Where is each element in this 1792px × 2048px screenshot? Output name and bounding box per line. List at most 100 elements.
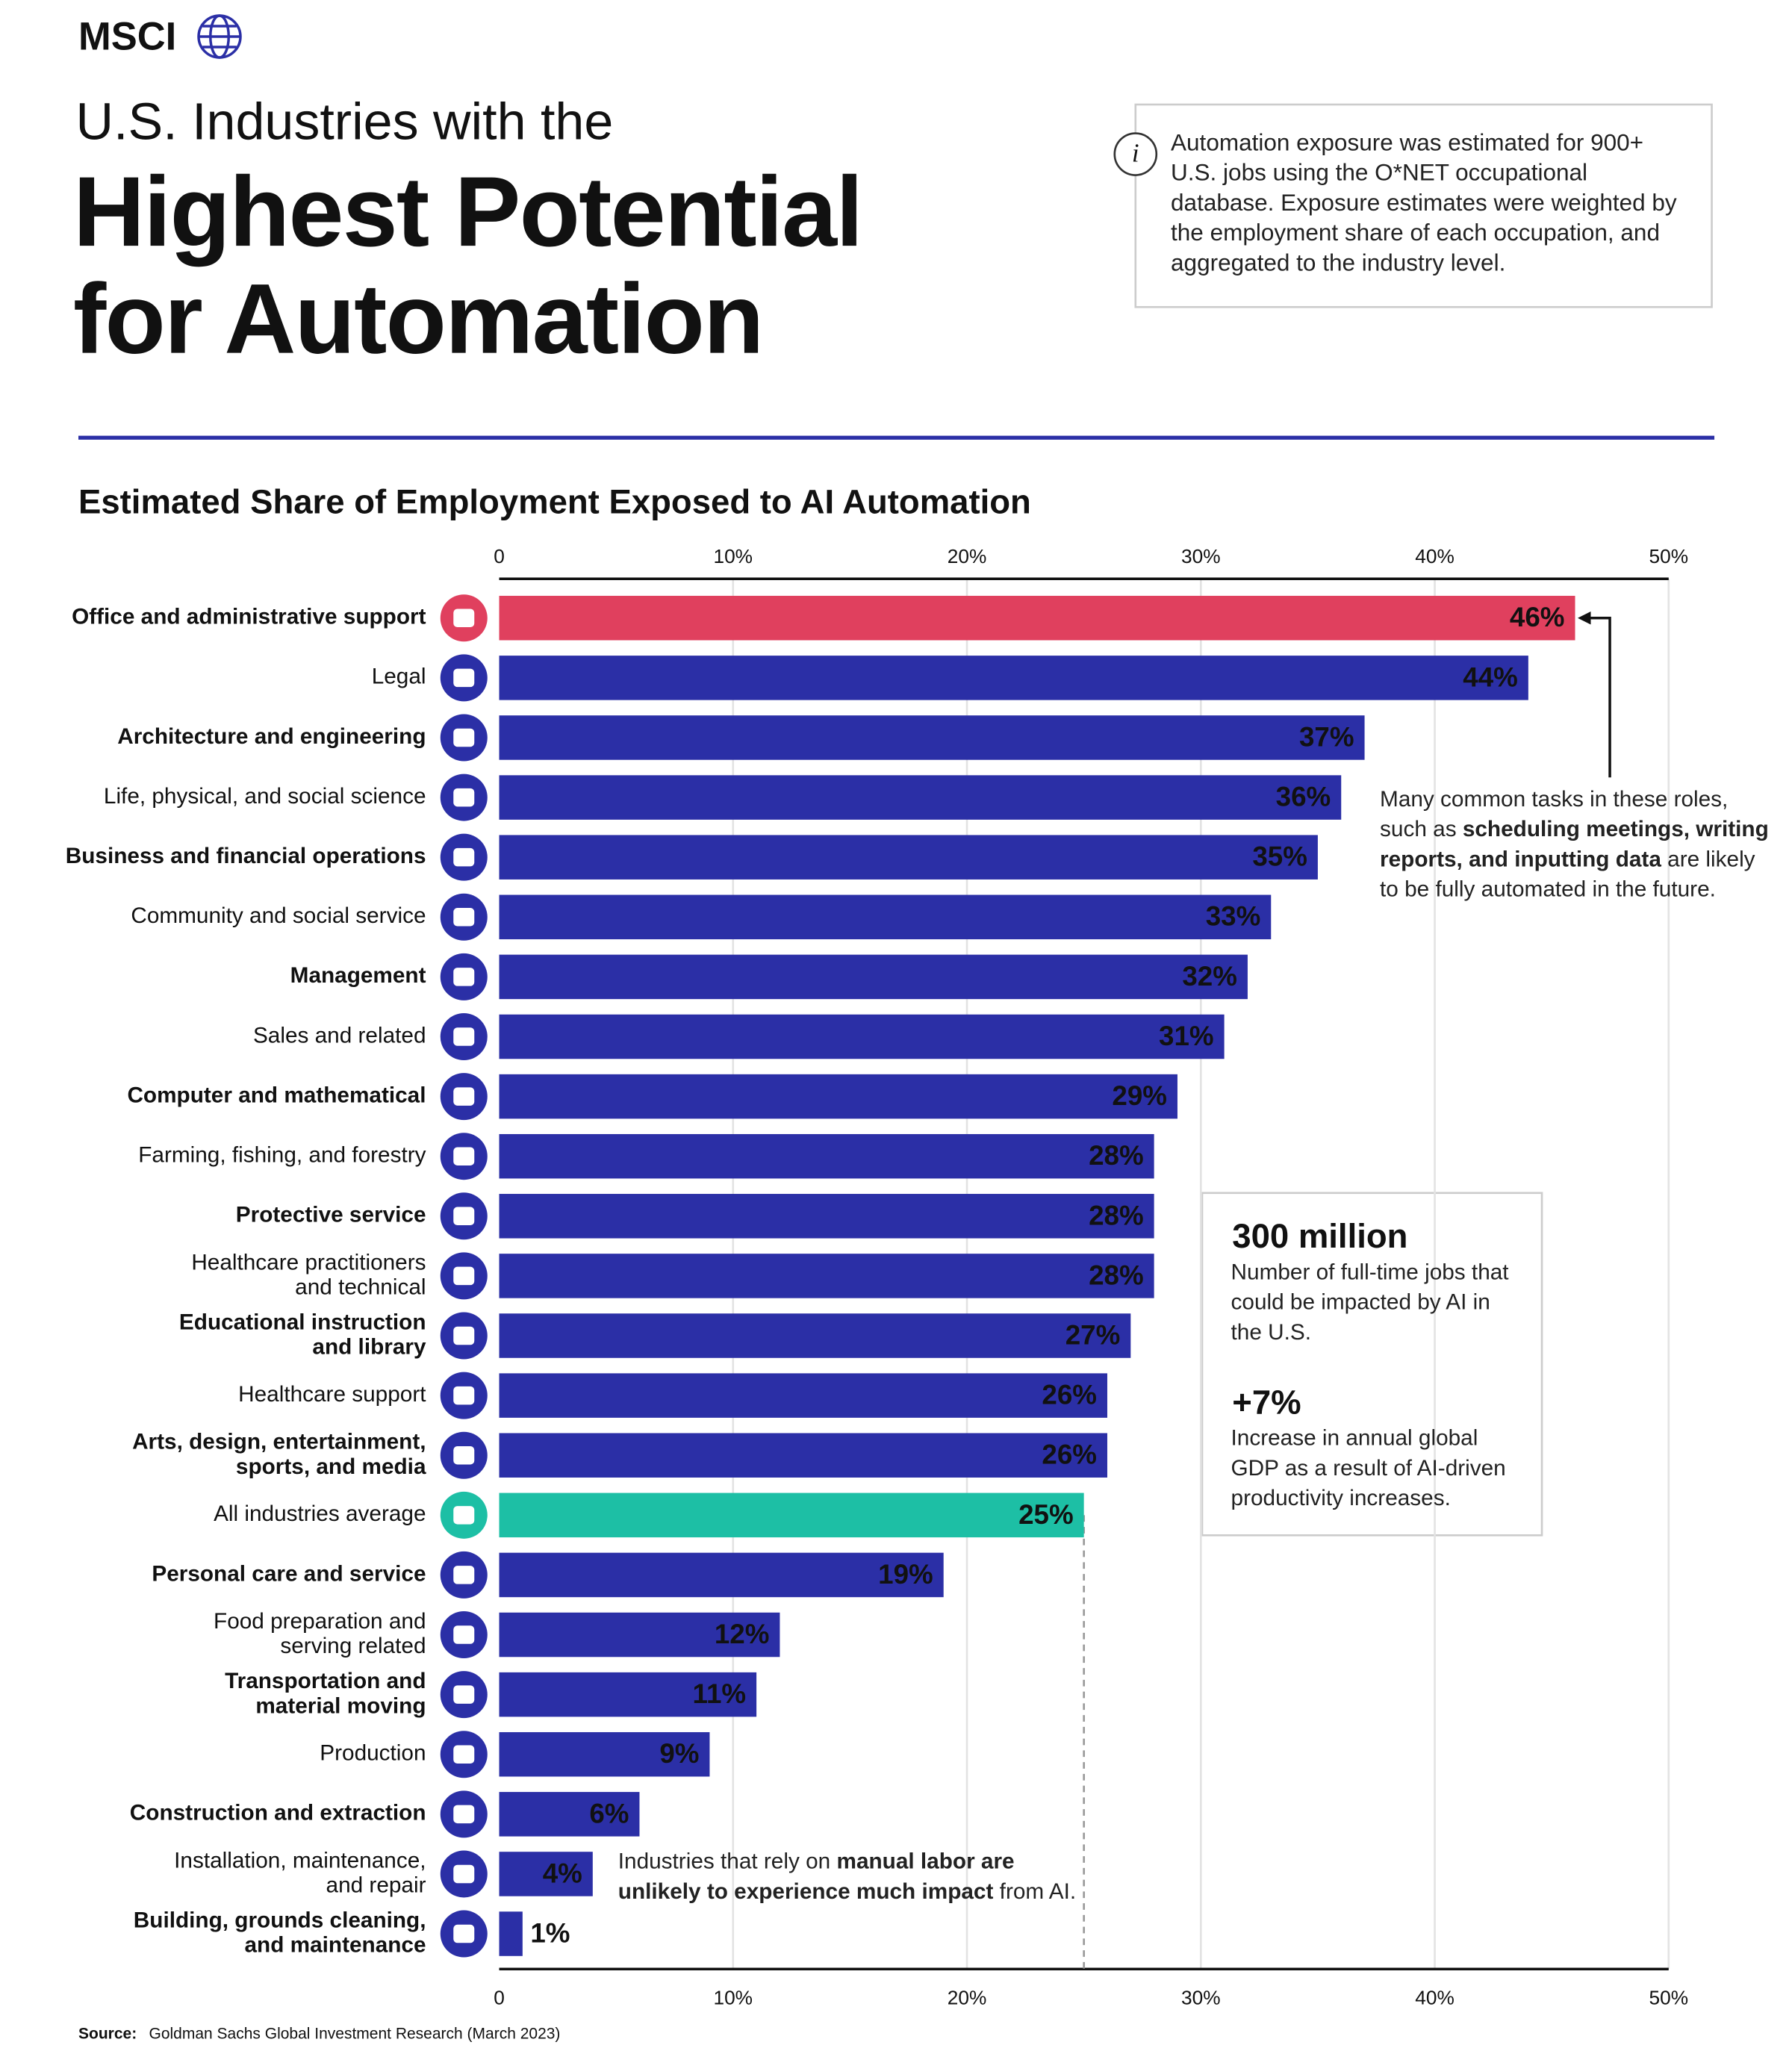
category-icon-glyph xyxy=(453,1386,475,1405)
x-tick-label: 30% xyxy=(1181,545,1221,567)
bar xyxy=(499,1552,944,1598)
value-label: 11% xyxy=(693,1678,747,1709)
category-label: Healthcare support xyxy=(238,1382,426,1407)
category-icon-glyph xyxy=(453,1266,475,1286)
value-label: 4% xyxy=(543,1858,582,1888)
category-icon-glyph xyxy=(453,1445,475,1465)
category-icon-glyph xyxy=(453,1745,475,1764)
stat-text-box: Number of full-time jobs that could be i… xyxy=(1231,1260,1509,1345)
bar xyxy=(499,775,1342,820)
category-icon-glyph xyxy=(453,1326,475,1345)
bar xyxy=(499,1612,780,1658)
value-label: 37% xyxy=(1299,721,1354,752)
info-text: Automation exposure was estimated for 90… xyxy=(1171,129,1677,276)
value-label: 44% xyxy=(1463,662,1518,692)
value-label: 46% xyxy=(1510,602,1565,632)
bar xyxy=(499,1194,1154,1239)
category-icon-glyph xyxy=(453,1924,475,1943)
x-tick-label: 0 xyxy=(494,1986,505,2008)
bar xyxy=(499,954,1248,1000)
value-label: 28% xyxy=(1089,1200,1144,1230)
logo-globe xyxy=(197,14,242,59)
bar xyxy=(499,1373,1107,1418)
value-label: 26% xyxy=(1042,1380,1097,1410)
value-label: 28% xyxy=(1089,1260,1144,1290)
value-label: 6% xyxy=(589,1798,629,1828)
category-icon-glyph xyxy=(453,1566,475,1584)
bar xyxy=(499,1672,757,1717)
x-tick-label: 20% xyxy=(948,1986,987,2008)
bar xyxy=(499,596,1575,641)
x-tick-label: 50% xyxy=(1649,545,1689,567)
category-icon-glyph xyxy=(453,1207,475,1226)
category-icon-glyph xyxy=(453,1685,475,1704)
category-label: Arts, design, entertainment, sports, and … xyxy=(132,1429,426,1478)
category-label: Management xyxy=(290,963,426,988)
bar xyxy=(499,1074,1177,1119)
info-box xyxy=(1134,103,1713,308)
title-main: for Automation xyxy=(73,264,763,375)
annotation-box: Industries that rely on manual labor are… xyxy=(618,1846,1102,1907)
bar xyxy=(499,1254,1154,1298)
category-label: Transportation and material moving xyxy=(225,1669,426,1718)
category-label: Sales and related xyxy=(253,1023,426,1048)
value-label: 25% xyxy=(1018,1499,1074,1530)
value-label: 28% xyxy=(1089,1140,1144,1171)
x-tick-label: 40% xyxy=(1415,545,1455,567)
annotation-part: from AI. xyxy=(993,1879,1077,1904)
category-label: Business and financial operations xyxy=(66,844,426,868)
category-label: Farming, fishing, and forestry xyxy=(138,1143,426,1168)
x-tick-label: 10% xyxy=(713,1986,753,2008)
x-tick-label: 0 xyxy=(494,545,505,567)
bar xyxy=(499,835,1318,880)
annotation-arrow xyxy=(1587,617,1611,778)
logo: MSCI xyxy=(78,14,176,58)
annotation-part: Industries that rely on xyxy=(617,1849,837,1874)
bar xyxy=(499,656,1528,700)
bar xyxy=(499,1852,593,1896)
category-label: Legal xyxy=(372,664,426,689)
category-label: Production xyxy=(320,1741,426,1766)
category-label: Food preparation and serving related xyxy=(214,1609,426,1658)
title-main: Highest Potential xyxy=(73,157,862,267)
bar xyxy=(499,1433,1107,1478)
category-icon-glyph xyxy=(453,1087,475,1106)
bar xyxy=(499,1911,523,1956)
value-label: 26% xyxy=(1042,1439,1097,1470)
value-label: 31% xyxy=(1159,1021,1214,1051)
category-icon-glyph xyxy=(453,788,475,807)
annotation-part: manual labor are unlikely to experience … xyxy=(617,1849,1015,1904)
info-icon-label: i xyxy=(1132,138,1139,167)
category-icon-glyph xyxy=(453,1864,475,1884)
value-label: 36% xyxy=(1276,782,1331,812)
category-icon-glyph xyxy=(453,668,475,688)
value-label: 19% xyxy=(878,1559,933,1590)
value-label: 9% xyxy=(659,1738,699,1769)
category-icon-glyph xyxy=(453,847,475,867)
category-icon-glyph xyxy=(453,1625,475,1644)
info-icon xyxy=(1113,132,1158,176)
annotation: Industries that rely on manual labor are… xyxy=(618,1846,1102,1907)
value-label: 29% xyxy=(1112,1080,1167,1111)
bar xyxy=(499,1133,1154,1179)
bar xyxy=(499,1493,1084,1538)
category-label: Architecture and engineering xyxy=(117,724,426,749)
category-label: Healthcare practitioners and technical xyxy=(191,1250,426,1299)
category-label: Educational instruction and library xyxy=(179,1310,426,1359)
source-text: Goldman Sachs Global Investment Research… xyxy=(149,2025,561,2042)
bar xyxy=(499,1731,710,1777)
stat-box xyxy=(1201,1192,1543,1537)
category-icon-glyph xyxy=(453,968,475,986)
category-label: Installation, maintenance, and repair xyxy=(174,1848,426,1897)
annotation-part: are likely to be fully automated in the … xyxy=(1380,847,1755,902)
category-label: Life, physical, and social science xyxy=(104,784,426,809)
value-label: 32% xyxy=(1182,961,1237,992)
info-text-box: Automation exposure was estimated for 90… xyxy=(1171,129,1677,276)
annotation-part: scheduling meetings, writing reports, an… xyxy=(1380,816,1769,872)
category-icon-glyph xyxy=(453,609,475,628)
category-label: Community and social service xyxy=(131,903,426,928)
category-label: Building, grounds cleaning, and maintenan… xyxy=(134,1908,426,1957)
category-icon-glyph xyxy=(453,1027,475,1046)
